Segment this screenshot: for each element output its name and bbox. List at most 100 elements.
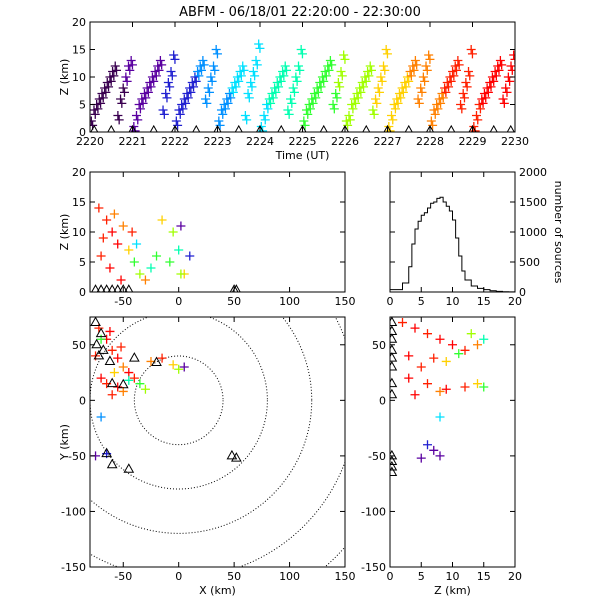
- source-point: [118, 221, 128, 231]
- source-point: [231, 82, 241, 92]
- source-point: [108, 67, 118, 76]
- station-marker: [340, 124, 350, 132]
- source-point: [135, 379, 145, 389]
- source-point: [203, 83, 213, 93]
- station-marker: [213, 124, 222, 132]
- source-point: [110, 61, 120, 71]
- source-point: [275, 72, 285, 82]
- source-point: [238, 61, 248, 71]
- source-point: [337, 71, 347, 81]
- source-point: [140, 384, 150, 394]
- y-tick-label: 5: [79, 99, 86, 112]
- y-tick-label: 1500: [519, 196, 547, 209]
- source-point: [356, 87, 366, 97]
- source-point: [457, 104, 467, 114]
- source-point: [292, 76, 302, 86]
- source-point: [352, 89, 362, 98]
- source-point: [467, 49, 477, 59]
- source-point: [381, 45, 391, 54]
- source-point: [348, 104, 358, 114]
- source-point: [112, 65, 122, 75]
- source-point: [96, 251, 106, 261]
- station-marker: [390, 460, 398, 471]
- source-point: [211, 45, 221, 54]
- station-marker: [390, 377, 398, 388]
- source-point: [473, 340, 482, 350]
- source-point: [157, 60, 167, 70]
- source-point: [473, 115, 483, 125]
- histogram-step: [389, 196, 516, 293]
- source-point: [479, 89, 489, 98]
- source-point: [178, 104, 188, 114]
- source-point: [423, 440, 432, 450]
- station-marker: [117, 378, 129, 389]
- source-point: [142, 83, 152, 93]
- source-point: [167, 71, 177, 81]
- source-point: [413, 94, 423, 104]
- source-point: [449, 71, 459, 81]
- source-point: [179, 94, 189, 104]
- source-point: [416, 83, 426, 93]
- source-point: [490, 67, 500, 76]
- source-point: [90, 109, 100, 119]
- y-tick-label: 0: [79, 126, 86, 139]
- y-tick-label: 0: [79, 394, 86, 407]
- source-point: [125, 65, 135, 75]
- source-point: [509, 50, 515, 60]
- source-point: [361, 76, 371, 86]
- source-point: [224, 89, 234, 98]
- source-point: [124, 368, 134, 378]
- y-tick-label: -100: [61, 505, 86, 518]
- x-tick-label: 100: [279, 295, 300, 308]
- station-marker: [90, 124, 99, 132]
- source-point: [189, 82, 199, 92]
- station-marker: [107, 284, 117, 292]
- source-point: [477, 94, 487, 104]
- source-point: [185, 83, 195, 93]
- station-marker: [128, 352, 140, 362]
- source-point: [401, 82, 411, 92]
- source-point: [220, 104, 230, 114]
- source-point: [173, 120, 183, 130]
- station-marker: [104, 355, 116, 365]
- source-point: [132, 239, 142, 249]
- source-point: [264, 94, 274, 104]
- source-point: [250, 71, 260, 81]
- source-point: [105, 263, 115, 273]
- source-point: [291, 72, 301, 82]
- source-point: [303, 109, 313, 119]
- source-point: [478, 98, 488, 108]
- source-point: [344, 111, 354, 120]
- source-point: [497, 60, 507, 70]
- source-point: [109, 71, 119, 81]
- source-point: [107, 345, 117, 355]
- source-point: [404, 373, 414, 383]
- source-point: [380, 65, 390, 75]
- source-point: [282, 65, 292, 75]
- source-point: [308, 98, 318, 108]
- source-point: [274, 82, 284, 92]
- y-axis-label: Z (km): [58, 214, 71, 251]
- source-point: [329, 104, 339, 114]
- source-point: [369, 109, 379, 119]
- y-tick-label: 50: [72, 339, 86, 352]
- source-point: [347, 100, 357, 109]
- source-point: [159, 109, 169, 119]
- source-point: [487, 72, 497, 82]
- source-point: [435, 412, 445, 422]
- source-point: [218, 109, 228, 119]
- source-point: [376, 72, 386, 82]
- source-point: [466, 329, 476, 339]
- source-point: [429, 445, 439, 455]
- station-marker: [102, 284, 112, 292]
- station-marker: [124, 284, 134, 292]
- x-tick-label: 2220: [76, 135, 104, 148]
- x-tick-label: 0: [387, 570, 394, 583]
- source-point: [454, 60, 464, 70]
- source-point: [266, 98, 276, 108]
- source-point: [223, 98, 233, 108]
- source-point: [389, 100, 399, 109]
- source-point: [96, 412, 106, 422]
- source-point: [343, 120, 353, 130]
